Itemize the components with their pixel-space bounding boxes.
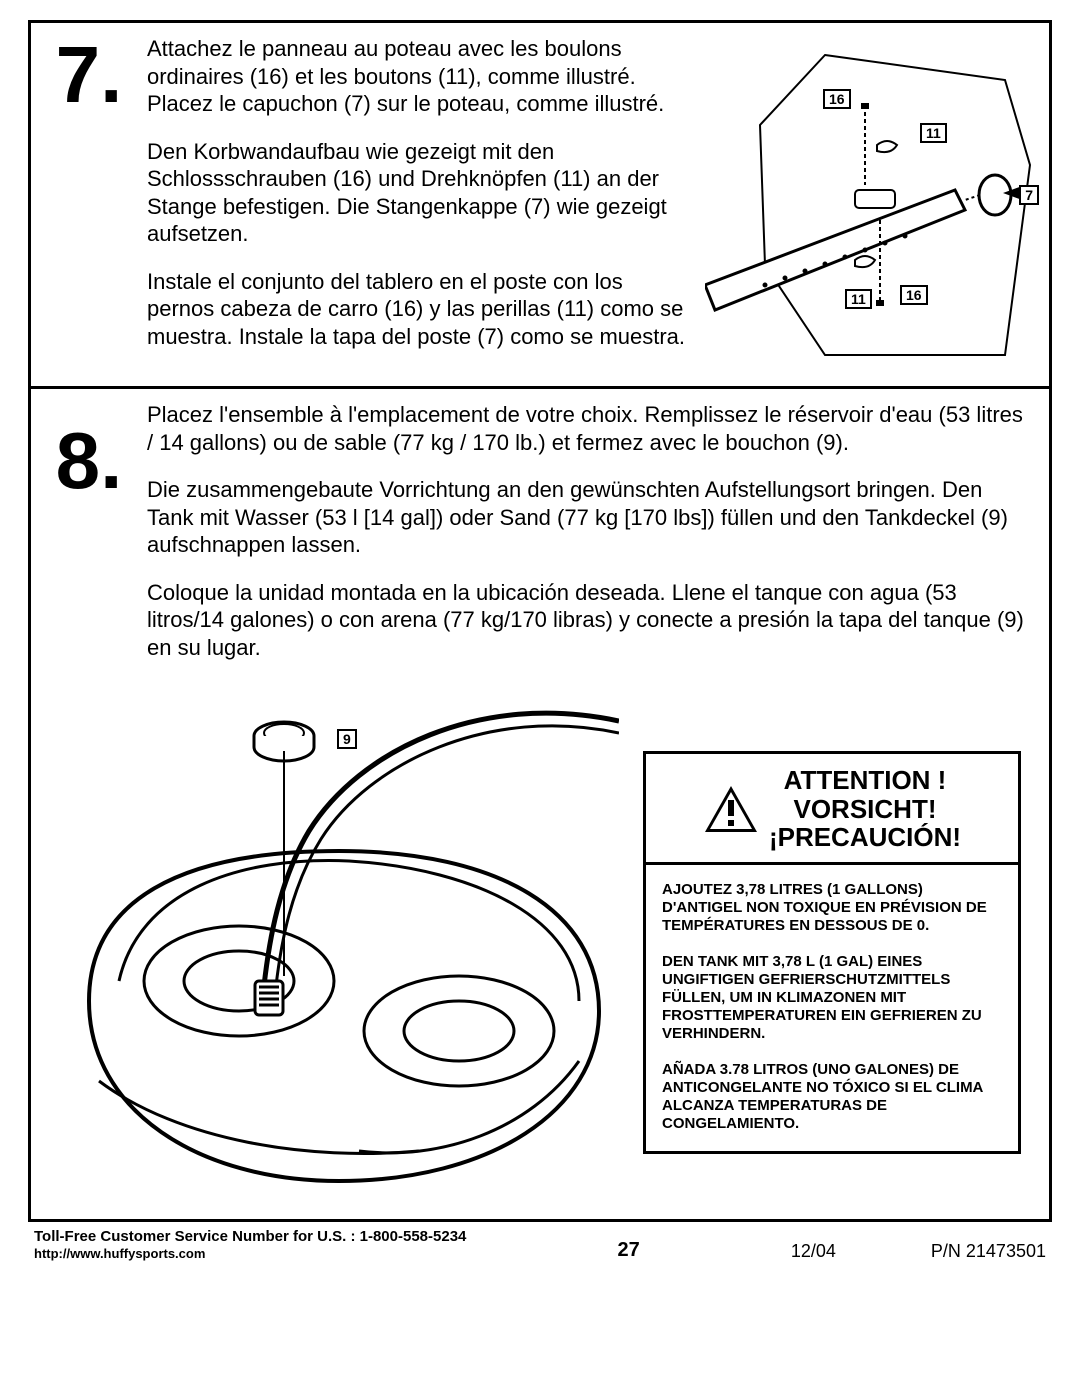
footer-right: 12/04 P/N 21473501 [791, 1241, 1046, 1262]
footer-date: 12/04 [791, 1241, 836, 1261]
footer-phone: Toll-Free Customer Service Number for U.… [34, 1228, 466, 1246]
step-7-fr: Attachez le panneau au poteau avec les b… [147, 35, 693, 118]
step-8-es: Coloque la unidad montada en la ubicació… [147, 579, 1025, 662]
warning-body: AJOUTEZ 3,78 LITRES (1 GALLONS) D'ANTIGE… [646, 865, 1018, 1151]
warning-panel: ATTENTION ! VORSICHT! ¡PRECAUCIÓN! AJOUT… [643, 751, 1021, 1154]
part-label-9: 9 [337, 729, 357, 749]
footer-contact: Toll-Free Customer Service Number for U.… [34, 1228, 466, 1262]
warning-titles: ATTENTION ! VORSICHT! ¡PRECAUCIÓN! [769, 766, 961, 852]
step-8-fr: Placez l'ensemble à l'emplacement de vot… [147, 401, 1025, 456]
warning-title-es: ¡PRECAUCIÓN! [769, 823, 961, 852]
part-label-16-top: 16 [823, 89, 851, 109]
step-number-7: 7. [49, 39, 129, 111]
page-footer: Toll-Free Customer Service Number for U.… [28, 1222, 1052, 1262]
part-label-16-bot: 16 [900, 285, 928, 305]
step-7-text: Attachez le panneau au poteau avec les b… [147, 35, 693, 370]
step-8-text: Placez l'ensemble à l'emplacement de vot… [147, 401, 1035, 681]
warning-body-de: DEN TANK MIT 3,78 L (1 GAL) EINES UNGIFT… [662, 953, 1002, 1043]
step-8-section: 8. Placez l'ensemble à l'emplacement de … [31, 389, 1049, 1219]
footer-url: http://www.huffysports.com [34, 1246, 466, 1262]
content-frame: 7. Attachez le panneau au poteau avec le… [28, 20, 1052, 1222]
warning-body-fr: AJOUTEZ 3,78 LITRES (1 GALLONS) D'ANTIGE… [662, 881, 1002, 935]
footer-page-number: 27 [617, 1239, 639, 1262]
page: 7. Attachez le panneau au poteau avec le… [0, 0, 1080, 1397]
step-8-de: Die zusammengebaute Vorrichtung an den g… [147, 476, 1025, 559]
step-number-8: 8. [49, 425, 129, 497]
part-label-11-top: 11 [920, 123, 947, 143]
warning-icon [703, 784, 759, 834]
step-8-lower: 9 ATTENTION ! VORSICHT! [45, 681, 1035, 1219]
backboard-pole-illustration [705, 35, 1035, 365]
step-7-de: Den Korbwandaufbau wie gezeigt mit den S… [147, 138, 693, 248]
tank-diagram: 9 [59, 681, 619, 1201]
step-7-es: Instale el conjunto del tablero en el po… [147, 268, 693, 351]
tank-illustration [59, 681, 619, 1201]
part-label-11-bot: 11 [845, 289, 872, 309]
warning-header: ATTENTION ! VORSICHT! ¡PRECAUCIÓN! [646, 754, 1018, 865]
warning-title-de: VORSICHT! [769, 795, 961, 824]
footer-part-number: P/N 21473501 [931, 1241, 1046, 1261]
part-label-7: 7 [1019, 185, 1039, 205]
warning-title-fr: ATTENTION ! [769, 766, 961, 795]
step-7-diagram: 16 11 7 16 11 [705, 35, 1035, 365]
warning-body-es: AÑADA 3.78 LITROS (UNO GALONES) DE ANTIC… [662, 1061, 1002, 1133]
step-7-section: 7. Attachez le panneau au poteau avec le… [31, 23, 1049, 389]
